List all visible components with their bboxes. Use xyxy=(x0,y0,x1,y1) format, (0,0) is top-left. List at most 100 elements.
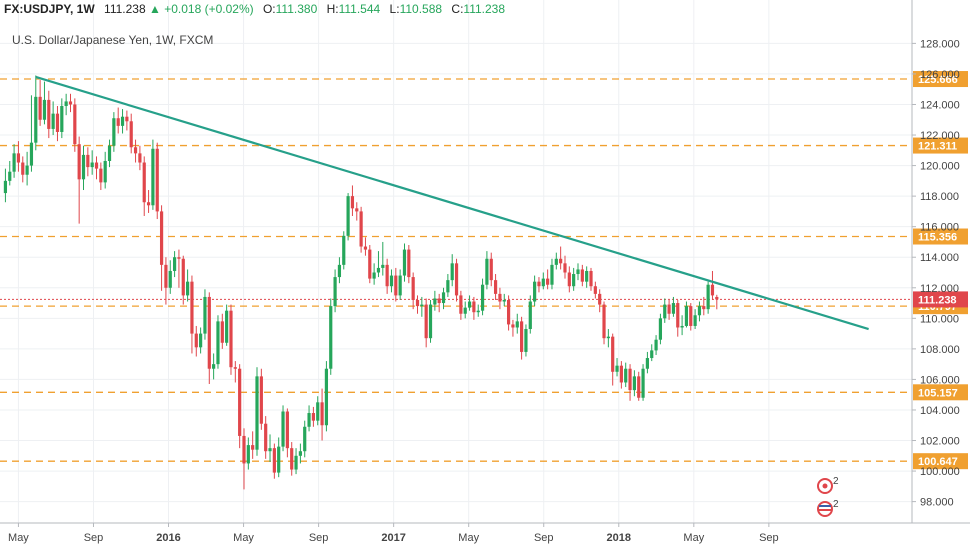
candle-body xyxy=(355,208,359,212)
level-tag-label: 105.157 xyxy=(918,387,958,399)
candle-body xyxy=(641,368,645,398)
candle xyxy=(537,277,541,293)
symbol-header: FX:USDJPY, 1W 111.238 ▲ +0.018 (+0.02%) … xyxy=(4,2,505,16)
price-axis[interactable]: 128.000 126.000 124.000 122.000 120.000 118.0… xyxy=(911,0,960,523)
candle-body xyxy=(151,148,155,206)
candle-body xyxy=(164,264,168,288)
candle xyxy=(428,299,433,343)
candle xyxy=(615,358,619,377)
candle-body xyxy=(285,411,289,449)
symbol-name[interactable]: FX:USDJPY, 1W xyxy=(4,2,95,16)
candle-body xyxy=(372,272,376,279)
candle-body xyxy=(554,258,558,265)
candle xyxy=(511,319,515,337)
open-value: 111.380 xyxy=(275,2,318,16)
last-price: 111.238 xyxy=(104,2,146,16)
candle xyxy=(146,190,151,213)
candle xyxy=(47,90,51,139)
candle-body xyxy=(290,448,294,470)
candle xyxy=(546,269,550,290)
candle xyxy=(8,160,12,186)
candle-body xyxy=(559,258,563,264)
candle xyxy=(476,304,480,317)
y-tick-label: 126.000 xyxy=(920,69,960,81)
candle-body xyxy=(25,165,29,175)
candle-body xyxy=(103,160,107,183)
candle xyxy=(654,335,658,355)
candle-body xyxy=(459,295,463,314)
event-marker-jp[interactable]: 2 xyxy=(817,476,839,494)
candle xyxy=(715,294,719,310)
candle xyxy=(320,388,324,441)
candle-body xyxy=(138,153,142,163)
candle xyxy=(307,405,311,432)
candle-body xyxy=(47,99,51,129)
candle-body xyxy=(329,306,333,369)
time-axis[interactable]: May Sep 2016 May Sep 2017 May Sep 2018 May Sep xyxy=(0,522,970,544)
candle-body xyxy=(246,445,250,464)
candle-body xyxy=(567,272,571,287)
event-markers[interactable]: 2 2 xyxy=(817,476,839,517)
candle-body xyxy=(311,413,315,421)
candle xyxy=(489,252,493,287)
candle xyxy=(337,257,342,284)
candle xyxy=(407,245,411,284)
candle-body xyxy=(8,171,12,181)
candle xyxy=(437,293,441,313)
candle xyxy=(242,428,246,490)
candle-body xyxy=(281,411,285,447)
candle xyxy=(589,267,593,291)
candle-body xyxy=(524,329,528,352)
candle-body xyxy=(168,270,172,288)
candle-body xyxy=(398,275,402,296)
candle-body xyxy=(658,318,663,340)
candle xyxy=(138,145,142,171)
candle-body xyxy=(368,249,372,279)
candle xyxy=(3,168,8,203)
candle-body xyxy=(593,286,597,294)
candle-body xyxy=(411,277,415,300)
candle xyxy=(212,353,216,380)
level-tag xyxy=(913,228,968,245)
candle xyxy=(268,434,272,462)
candle xyxy=(459,290,463,320)
candle xyxy=(216,315,220,369)
candle-body xyxy=(216,321,220,365)
candle-body xyxy=(654,339,658,351)
candle-body xyxy=(589,270,593,287)
candle-body xyxy=(476,310,480,313)
candle xyxy=(450,254,454,287)
candle-body xyxy=(572,274,576,287)
candle xyxy=(264,416,268,459)
candle-body xyxy=(485,258,489,285)
candle xyxy=(159,205,164,291)
candle-body xyxy=(663,304,667,319)
candle-body xyxy=(190,281,194,334)
candle-body xyxy=(498,293,502,302)
candle xyxy=(133,139,138,163)
candle-body xyxy=(51,113,55,129)
candle xyxy=(572,267,576,291)
candle-body xyxy=(251,445,255,450)
candle xyxy=(524,324,528,357)
candle-body xyxy=(125,116,129,122)
candle xyxy=(467,295,472,311)
y-tick-label: 128.000 xyxy=(920,38,960,50)
candle-body xyxy=(628,368,632,391)
candle-body xyxy=(615,365,619,372)
current-price-tag xyxy=(913,291,968,308)
candle xyxy=(472,296,476,320)
y-tick-label: 124.000 xyxy=(920,99,960,111)
candle-body xyxy=(563,263,567,273)
candle-body xyxy=(29,142,34,166)
candle xyxy=(55,106,60,142)
candle xyxy=(120,109,125,134)
candle-body xyxy=(424,304,428,339)
horizontal-levels: 125.666121.311115.356110.797105.157100.6… xyxy=(0,71,968,470)
candle xyxy=(506,295,511,331)
event-marker-us[interactable]: 2 xyxy=(817,499,839,517)
candle-body xyxy=(489,258,493,281)
candle-body xyxy=(598,293,602,305)
candle xyxy=(480,278,485,316)
